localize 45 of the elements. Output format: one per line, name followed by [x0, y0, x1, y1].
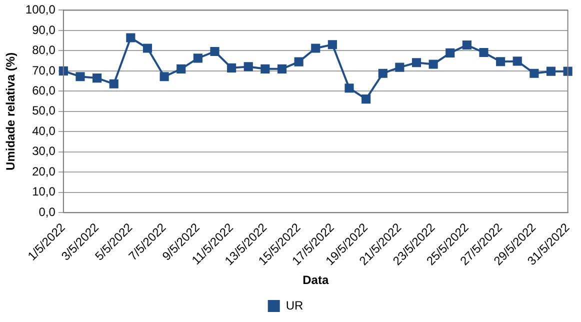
point	[546, 66, 556, 76]
y-tick-label: 100,0	[25, 2, 56, 17]
point	[395, 62, 404, 72]
point	[328, 40, 337, 50]
point	[512, 56, 522, 66]
point	[260, 64, 270, 74]
point	[142, 44, 152, 53]
point	[160, 72, 169, 82]
point	[193, 54, 202, 63]
point	[378, 68, 388, 78]
point	[244, 62, 253, 72]
legend-label: UR	[286, 298, 304, 312]
point	[563, 66, 572, 76]
point	[126, 33, 136, 42]
point	[210, 46, 220, 56]
point	[277, 64, 287, 74]
y-tick-label: 40,0	[32, 124, 56, 138]
point	[92, 73, 102, 83]
point	[344, 84, 354, 93]
y-tick-label: 80,0	[32, 43, 56, 58]
y-tick-label: 50,0	[32, 104, 56, 118]
point	[362, 94, 371, 104]
point	[412, 58, 422, 68]
point	[176, 64, 186, 74]
point	[479, 48, 488, 58]
point	[462, 40, 472, 50]
point	[428, 60, 438, 69]
x-axis-title: Data	[302, 273, 329, 288]
point	[109, 79, 118, 88]
point	[311, 44, 320, 53]
point	[446, 48, 455, 58]
point	[58, 66, 68, 76]
y-tick-label: 70,0	[32, 63, 56, 78]
y-tick-label: 10,0	[32, 184, 56, 199]
point	[227, 63, 236, 72]
point	[496, 57, 506, 66]
y-tick-label: 90,0	[32, 22, 56, 37]
y-tick-label: 20,0	[32, 164, 56, 178]
y-axis-title: Umidade relativa (%)	[4, 52, 18, 170]
point	[530, 68, 539, 78]
point	[76, 72, 85, 82]
y-tick-label: 30,0	[32, 144, 56, 158]
y-tick-label: 0,0	[38, 204, 56, 219]
y-tick-label: 60,0	[32, 84, 56, 98]
point	[294, 57, 304, 66]
